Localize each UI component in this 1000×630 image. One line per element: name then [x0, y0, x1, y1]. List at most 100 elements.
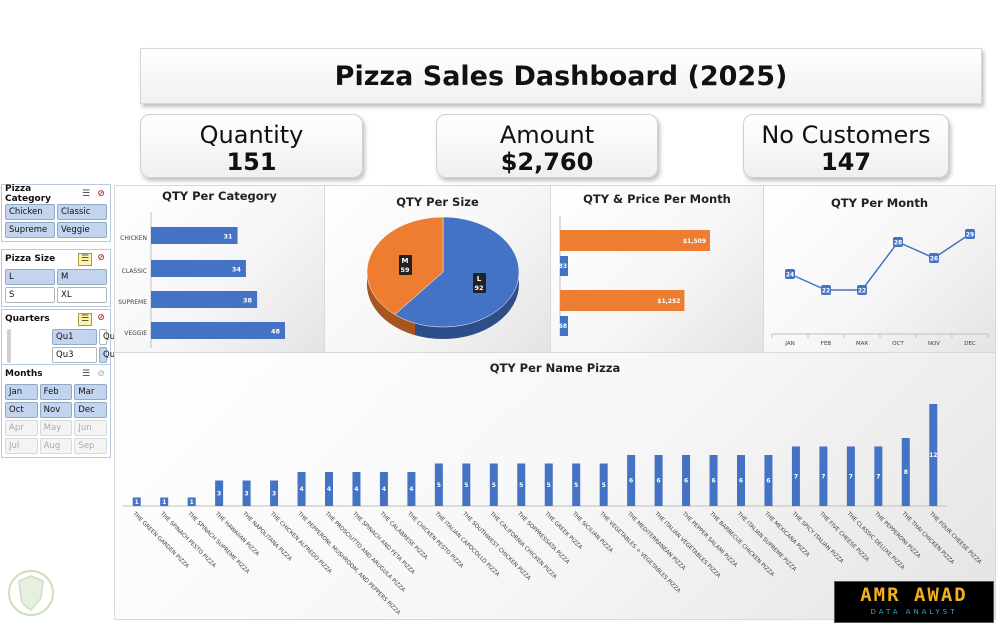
slicer-category-header: Pizza Category ☰ ⊘ [2, 184, 110, 204]
name-data-label: 1 [190, 499, 194, 506]
name-data-label: 4 [409, 486, 413, 493]
name-bar [874, 446, 883, 506]
slicer-item-nov[interactable]: Nov [39, 402, 73, 418]
slicer-pizza-category: Pizza Category ☰ ⊘ Chicken Classic Supre… [1, 184, 111, 242]
name-tick-label: THE PEPPERONI PIZZA [872, 510, 921, 559]
kpi-amount-value: $2,760 [500, 148, 594, 176]
slicer-item-mar[interactable]: Mar [74, 384, 107, 400]
name-data-label: 3 [217, 490, 221, 497]
slicer-item-qu3[interactable]: Qu3 [52, 347, 97, 363]
slicer-item-apr[interactable]: Apr [5, 420, 38, 436]
category-data-label: 38 [243, 297, 253, 305]
multi-select-icon[interactable]: ☰ [81, 368, 91, 379]
slicer-item-classic[interactable]: Classic [57, 204, 107, 220]
dashboard-title: Pizza Sales Dashboard (2025) [334, 60, 788, 92]
chart-qtyprice-svg: $1,509 83 $1,252 68 [559, 216, 710, 336]
name-bar [270, 480, 279, 506]
name-data-label: 4 [327, 486, 331, 493]
name-bar [187, 497, 196, 506]
slicer-item-s[interactable]: S [5, 287, 55, 303]
kpi-customers-label: No Customers [761, 121, 931, 149]
chart-category-title: QTY Per Category [162, 189, 277, 203]
chart-qty-per-month: QTY Per Month 24 JAN 22 FEB 22 MAR 28 OCT 26 NOV 2… [763, 185, 996, 353]
clear-filter-icon[interactable]: ⊘ [97, 368, 105, 379]
slicer-item-sep[interactable]: Sep [74, 438, 107, 454]
slicer-item-qu1[interactable]: Qu1 [52, 329, 97, 345]
month-tick-label: JAN [784, 341, 794, 347]
slicer-item-may[interactable]: May [39, 420, 73, 436]
month-tick-label: DEC [964, 341, 976, 347]
name-tick-label: THE CLASSIC DELUXE PIZZA [845, 510, 906, 571]
slicer-size-items: L M S XL [2, 268, 110, 306]
month-point [965, 229, 975, 239]
name-data-label: 8 [904, 469, 908, 476]
name-data-label: 6 [766, 478, 770, 485]
slicer-item-supreme[interactable]: Supreme [5, 222, 55, 238]
name-bar [901, 438, 910, 506]
name-bar [215, 480, 224, 506]
qty-data-label: 83 [559, 263, 567, 270]
slicer-item-dec[interactable]: Dec [74, 402, 107, 418]
name-bar [489, 463, 498, 506]
slicer-item-xl[interactable]: XL [57, 287, 107, 303]
name-data-label: 5 [574, 482, 578, 489]
pie-slice [394, 216, 520, 328]
slicer-item-m[interactable]: M [57, 269, 107, 285]
slicer-item-jan[interactable]: Jan [5, 384, 38, 400]
analyst-logo: AMR AWAD DATA ANALYST [834, 581, 994, 623]
slicer-item-jul[interactable]: Jul [5, 438, 38, 454]
slicer-item-qu2[interactable]: Qu2 [99, 329, 121, 345]
multi-select-icon[interactable]: ☰ [81, 188, 91, 199]
slicer-item-feb[interactable]: Feb [39, 384, 73, 400]
name-bar [709, 455, 718, 506]
slicer-quarters-header: Quarters ☰ ⊘ [2, 310, 110, 328]
name-bar [297, 472, 306, 506]
category-data-label: 48 [271, 328, 281, 336]
name-data-label: 5 [464, 482, 468, 489]
slicer-item-l[interactable]: L [5, 269, 55, 285]
slicer-item-veggie[interactable]: Veggie [57, 222, 107, 238]
name-data-label: 3 [245, 490, 249, 497]
chart-qtyprice-title: QTY & Price Per Month [583, 192, 731, 206]
kpi-customers-value: 147 [820, 148, 872, 176]
category-tick-label: VEGGIE [124, 330, 147, 337]
name-bar [325, 472, 333, 506]
name-data-label: 4 [382, 486, 386, 493]
name-tick-label: THE MEXICANA PIZZA [762, 510, 810, 558]
chart-size-title: QTY Per Size [396, 195, 479, 209]
name-data-label: 7 [794, 473, 798, 480]
name-bar [517, 463, 526, 506]
name-data-label: 5 [519, 482, 523, 489]
name-bar [132, 497, 141, 506]
slicer-item-chicken[interactable]: Chicken [5, 204, 55, 220]
category-data-label: 31 [223, 233, 233, 241]
name-tick-label: THE CHICKEN PESTO PIZZA [405, 510, 464, 569]
slicer-months-icons: ☰ ⊘ [80, 369, 107, 380]
name-tick-label: THE PEPPERONI, MUSHROOM, AND PEPPERS PIZ… [295, 510, 401, 616]
name-data-label: 3 [272, 490, 276, 497]
clear-filter-icon[interactable]: ⊘ [97, 252, 105, 263]
clear-filter-icon[interactable]: ⊘ [97, 312, 105, 323]
slicer-category-items: Chicken Classic Supreme Veggie [2, 203, 110, 241]
slicer-quarters-icons: ☰ ⊘ [78, 312, 107, 326]
name-bar [544, 463, 553, 506]
chart-name-title: QTY Per Name Pizza [489, 361, 621, 375]
clear-filter-icon[interactable]: ⊘ [97, 188, 105, 199]
name-tick-label: THE PEPPER SALAMI PIZZA [680, 510, 738, 568]
multi-select-icon[interactable]: ☰ [78, 312, 92, 326]
chart-month-svg: 24 JAN 22 FEB 22 MAR 28 OCT 26 NOV 29 DEC [771, 229, 989, 347]
slicer-item-oct[interactable]: Oct [5, 402, 38, 418]
slicer-item-jun[interactable]: Jun [74, 420, 107, 436]
multi-select-icon[interactable]: ☰ [78, 252, 92, 266]
month-tick-label: FEB [821, 341, 832, 347]
category-tick-label: CHICKEN [120, 235, 147, 242]
slicer-item-aug[interactable]: Aug [39, 438, 73, 454]
slicer-item-qu4[interactable]: Qu4 [99, 347, 121, 363]
slicer-quarters-title: Quarters [5, 314, 50, 324]
scroll-thumb[interactable] [7, 329, 11, 363]
slicer-size-icons: ☰ ⊘ [78, 252, 107, 266]
chart-category-svg: CHICKEN 31 CLASSIC 34 SUPREME 38 VEGGIE 48 [118, 212, 285, 348]
category-bar [151, 322, 285, 339]
category-data-label: 34 [232, 266, 242, 274]
watermark-shield-icon [8, 566, 54, 620]
